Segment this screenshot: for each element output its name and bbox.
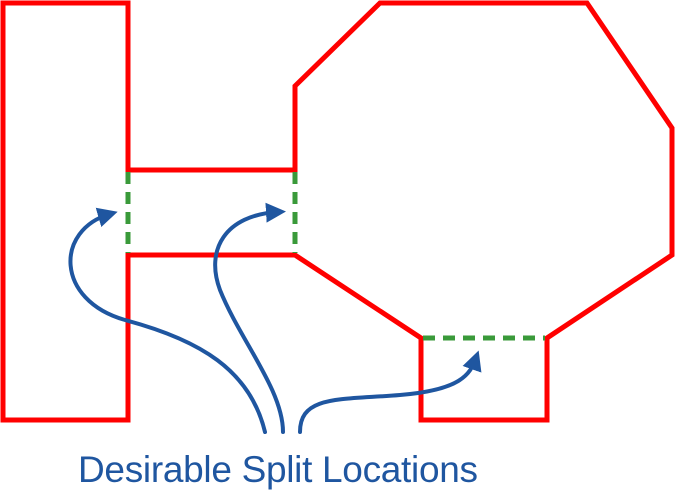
arrow-to-left-split <box>68 207 267 434</box>
arrow-to-bottom-split <box>298 350 482 434</box>
caption-text: Desirable Split Locations <box>78 449 478 490</box>
arrow-to-middle-split <box>213 202 286 434</box>
polygon-outline <box>0 0 675 423</box>
